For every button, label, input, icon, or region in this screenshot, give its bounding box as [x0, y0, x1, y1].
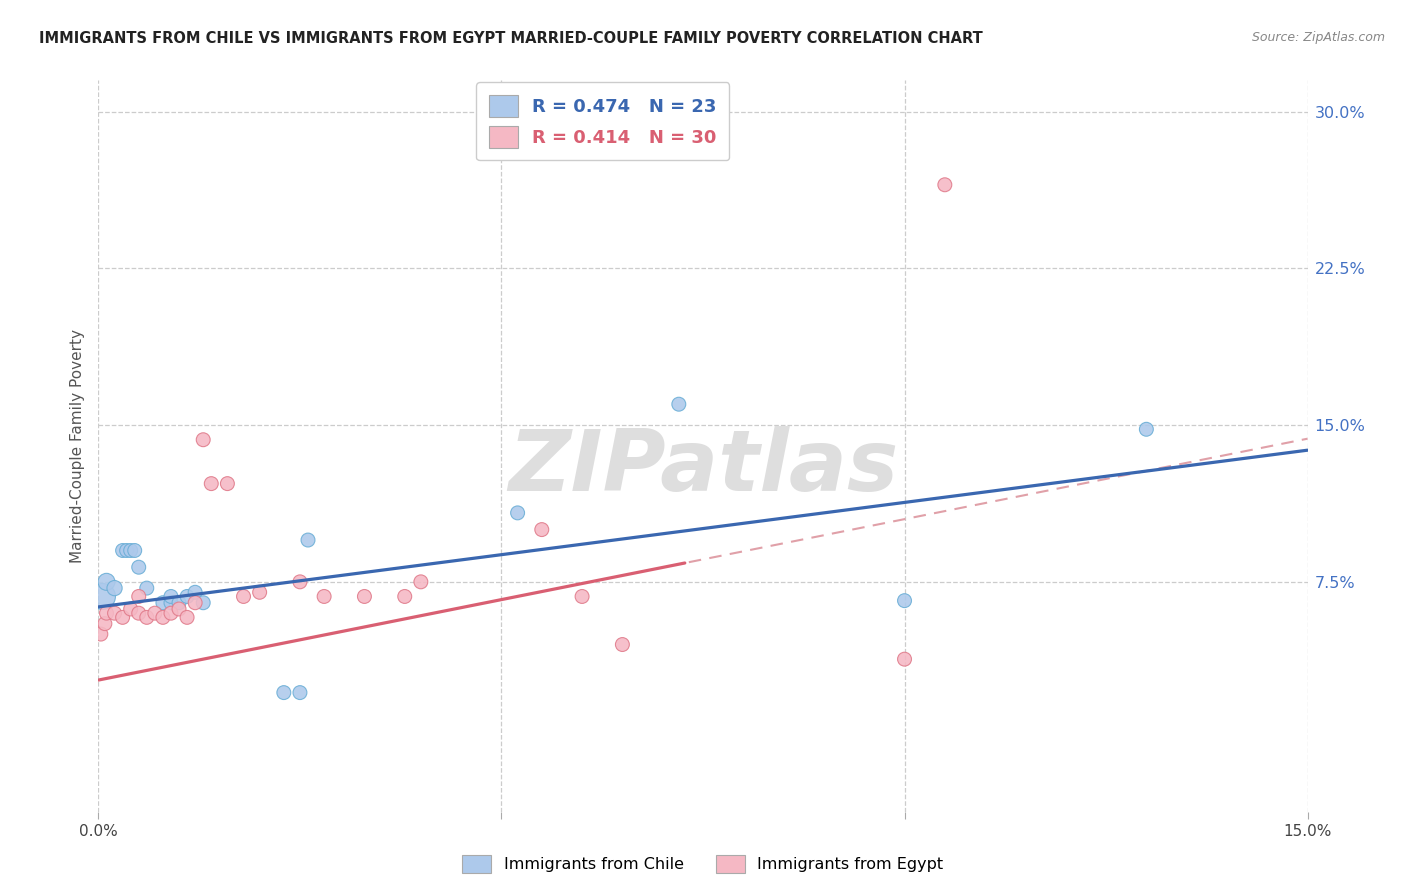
- Point: [176, 590, 198, 604]
- Point: [135, 581, 157, 595]
- Point: [176, 610, 198, 624]
- Point: [530, 523, 553, 537]
- Point: [124, 543, 146, 558]
- Point: [103, 581, 125, 595]
- Point: [288, 574, 311, 589]
- Point: [152, 610, 174, 624]
- Point: [314, 590, 336, 604]
- Point: [120, 602, 142, 616]
- Point: [571, 590, 593, 604]
- Point: [135, 610, 157, 624]
- Point: [128, 606, 150, 620]
- Point: [152, 596, 174, 610]
- Point: [160, 606, 183, 620]
- Point: [193, 596, 215, 610]
- Point: [288, 685, 311, 699]
- Point: [120, 543, 142, 558]
- Point: [353, 590, 375, 604]
- Point: [612, 638, 634, 652]
- Point: [128, 590, 150, 604]
- Legend: Immigrants from Chile, Immigrants from Egypt: Immigrants from Chile, Immigrants from E…: [456, 848, 950, 880]
- Point: [232, 590, 254, 604]
- Point: [143, 606, 166, 620]
- Point: [184, 596, 207, 610]
- Point: [111, 610, 134, 624]
- Point: [111, 543, 134, 558]
- Point: [249, 585, 271, 599]
- Point: [91, 590, 114, 604]
- Point: [200, 476, 222, 491]
- Point: [115, 543, 138, 558]
- Point: [193, 433, 215, 447]
- Point: [184, 585, 207, 599]
- Point: [217, 476, 239, 491]
- Text: IMMIGRANTS FROM CHILE VS IMMIGRANTS FROM EGYPT MARRIED-COUPLE FAMILY POVERTY COR: IMMIGRANTS FROM CHILE VS IMMIGRANTS FROM…: [39, 31, 983, 46]
- Point: [167, 596, 190, 610]
- Legend: R = 0.474   N = 23, R = 0.414   N = 30: R = 0.474 N = 23, R = 0.414 N = 30: [477, 82, 730, 161]
- Text: ZIPatlas: ZIPatlas: [508, 426, 898, 509]
- Point: [1135, 422, 1157, 436]
- Point: [90, 627, 112, 641]
- Point: [103, 606, 125, 620]
- Point: [893, 652, 915, 666]
- Y-axis label: Married-Couple Family Poverty: Married-Couple Family Poverty: [69, 329, 84, 563]
- Point: [934, 178, 956, 192]
- Point: [128, 560, 150, 574]
- Point: [96, 606, 118, 620]
- Text: Source: ZipAtlas.com: Source: ZipAtlas.com: [1251, 31, 1385, 45]
- Point: [394, 590, 416, 604]
- Point: [167, 602, 190, 616]
- Point: [94, 616, 117, 631]
- Point: [160, 596, 183, 610]
- Point: [297, 533, 319, 547]
- Point: [668, 397, 690, 411]
- Point: [506, 506, 529, 520]
- Point: [160, 590, 183, 604]
- Point: [409, 574, 432, 589]
- Point: [893, 593, 915, 607]
- Point: [273, 685, 295, 699]
- Point: [96, 574, 118, 589]
